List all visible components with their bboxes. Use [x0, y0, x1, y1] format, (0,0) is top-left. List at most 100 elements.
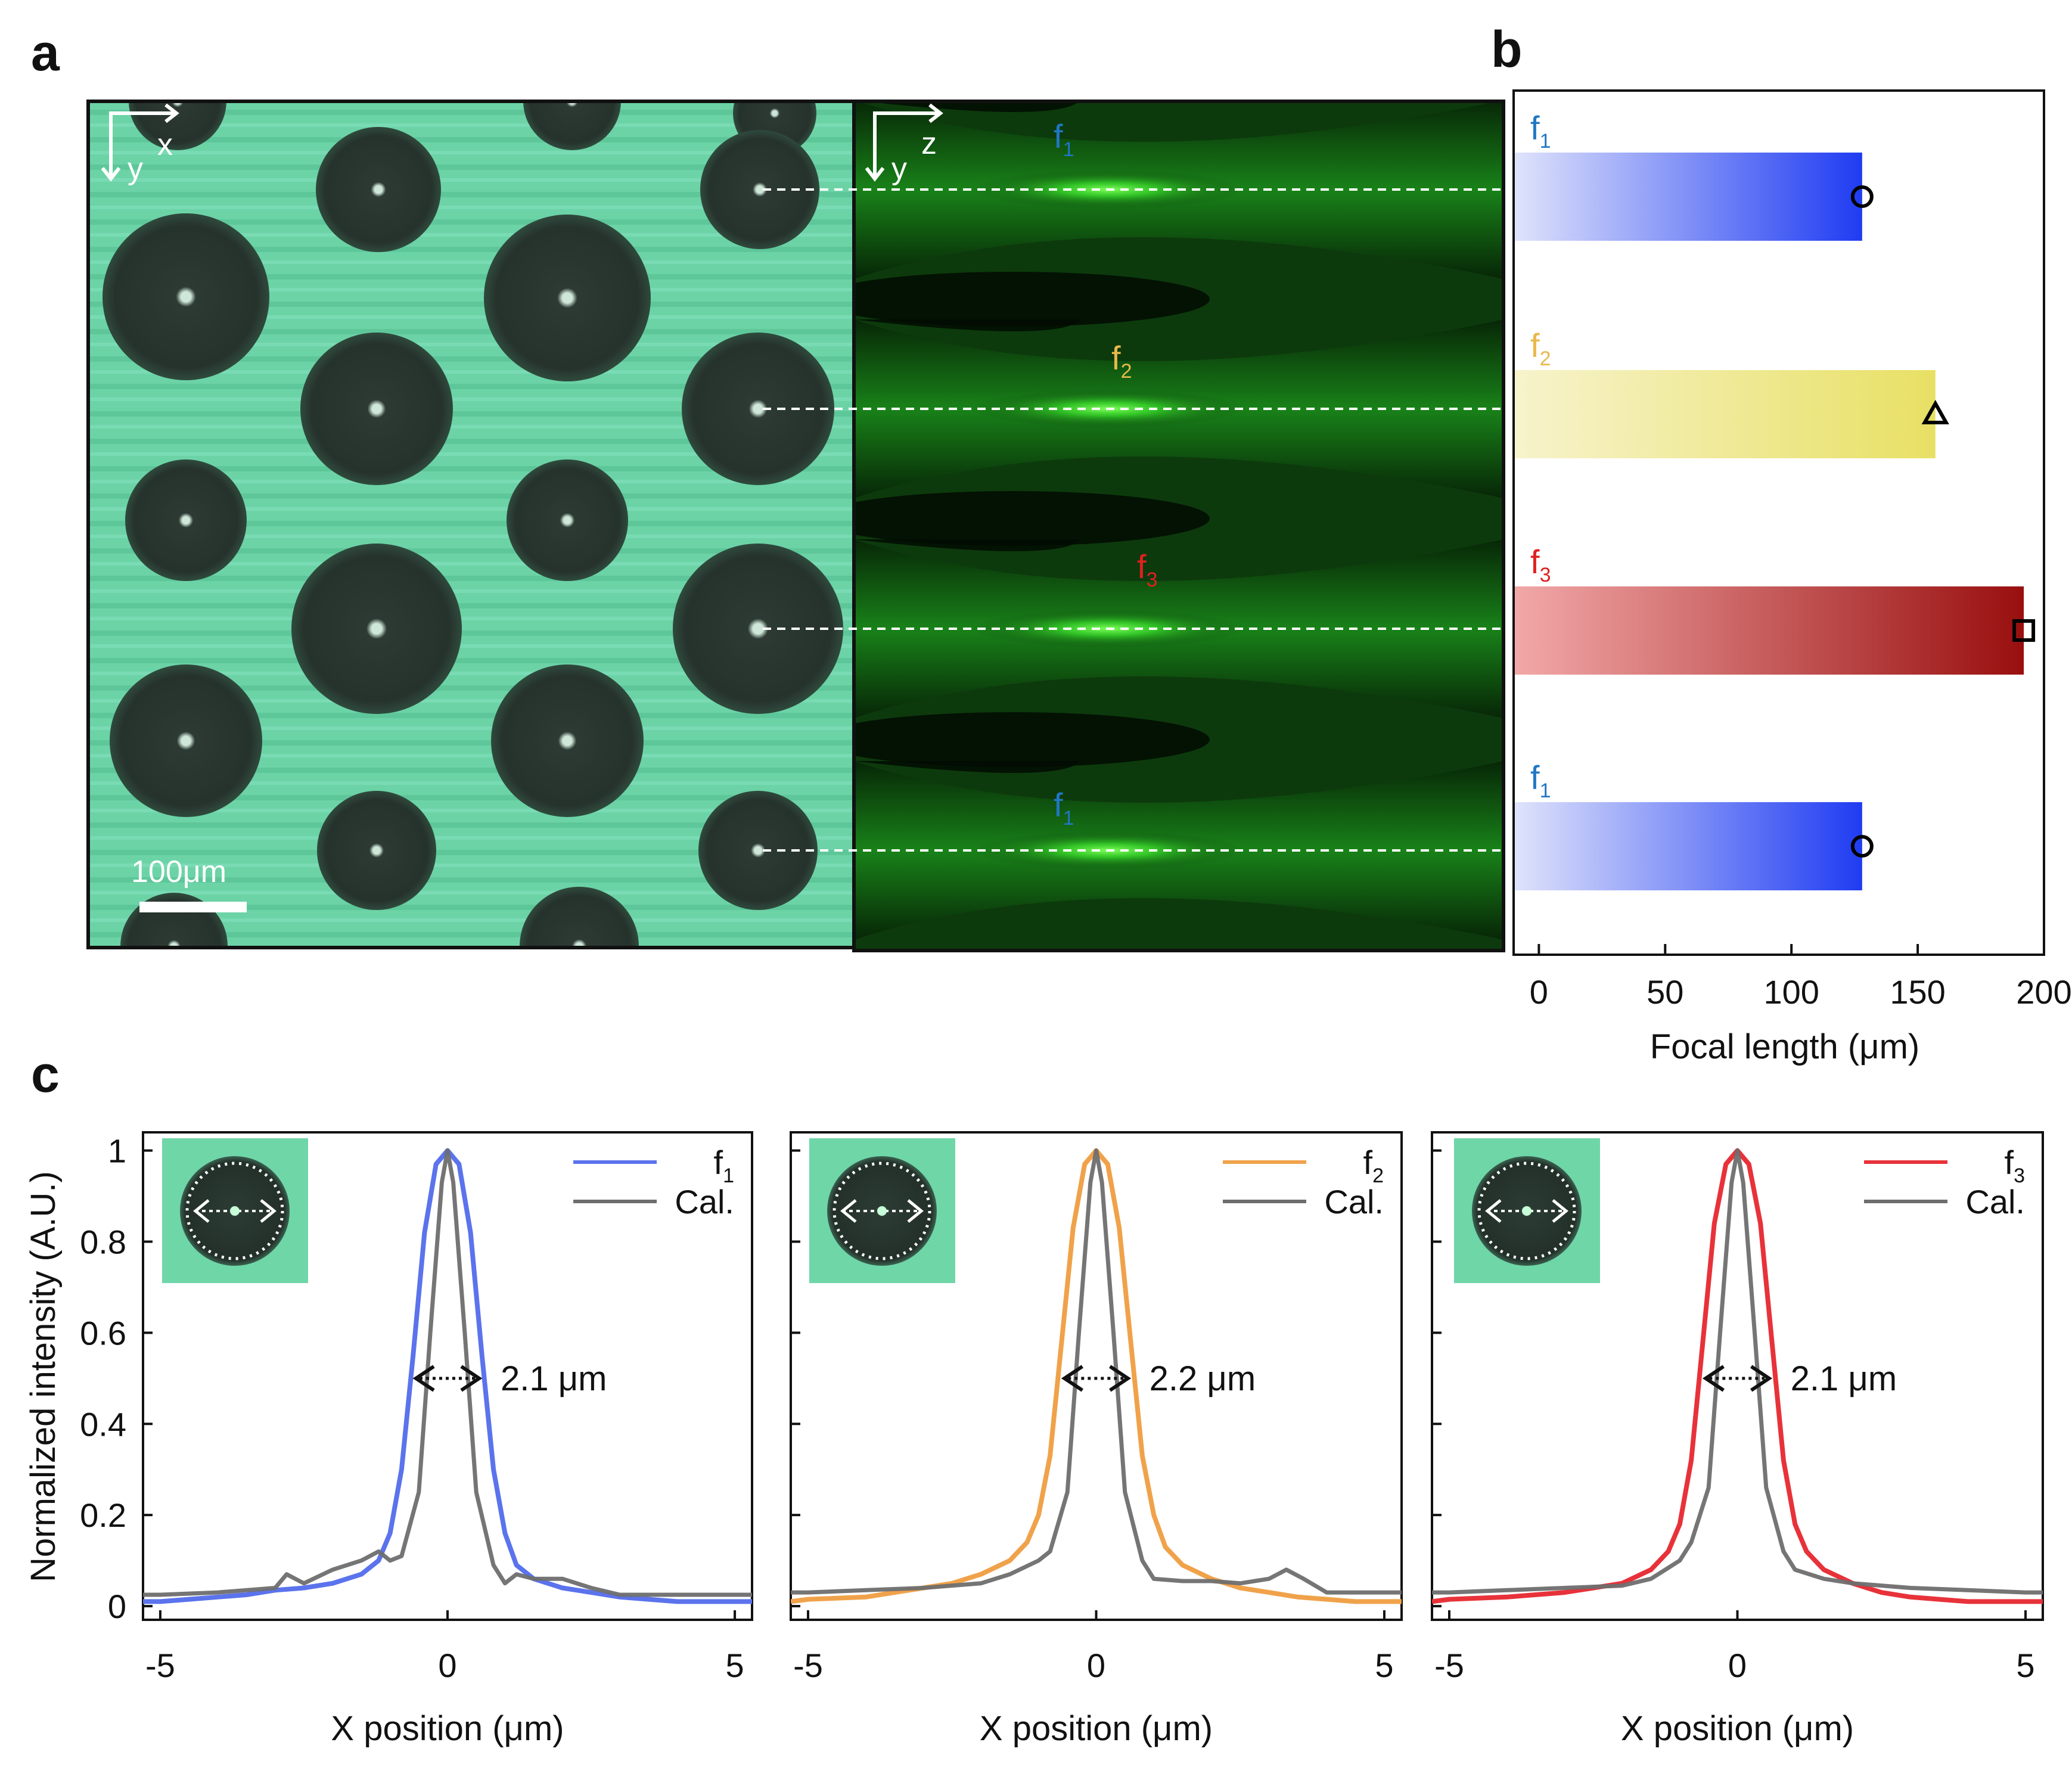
focus-label: f1 — [1054, 786, 1074, 830]
plot-lines — [1432, 1148, 2043, 1604]
x-tick-label: 200 — [2016, 973, 2071, 1011]
inset-arrow-right-icon — [907, 1199, 924, 1223]
legend-label: f3 — [2005, 1144, 2025, 1187]
focal-length-bar — [1515, 802, 1862, 890]
focus-label: f1 — [1054, 117, 1074, 161]
microlens-spot — [102, 213, 269, 380]
y-tick-label: 0.8 — [80, 1223, 126, 1260]
microlens-spot — [698, 791, 818, 910]
fwhm-arrow-left-icon — [1702, 1365, 1725, 1392]
focus-label: f3 — [1137, 548, 1157, 591]
inset-arrow-right-icon — [260, 1199, 277, 1223]
light-field-axes-icon — [865, 103, 943, 182]
beam-gap — [854, 712, 1210, 767]
microlens-spot — [110, 664, 262, 817]
x-tick-label: 0 — [438, 1647, 456, 1684]
micrograph-x-axis-label: x — [157, 128, 173, 162]
fwhm-arrow-right-icon — [1750, 1365, 1773, 1392]
intensity-axis-title: Normalized intensity (A.U.) — [24, 1171, 63, 1582]
y-tick-label: 1 — [108, 1132, 126, 1170]
scale-bar — [139, 902, 247, 912]
circle-marker — [1850, 835, 1874, 858]
x-tick-label: -5 — [1434, 1647, 1464, 1684]
x-axis-title: X position (μm) — [980, 1709, 1213, 1748]
legend-label: Cal. — [675, 1183, 734, 1221]
bar-category-label: f3 — [1530, 543, 1551, 586]
legend-label: Cal. — [1324, 1183, 1384, 1221]
microlens-spot — [125, 459, 247, 581]
x-tick-label: 0 — [1728, 1647, 1747, 1684]
microlens-spot — [491, 664, 644, 817]
square-marker — [2012, 619, 2036, 642]
fwhm-arrow-right-icon — [460, 1365, 483, 1392]
x-tick-label: -5 — [793, 1647, 823, 1684]
fwhm-arrow-left-icon — [1061, 1365, 1083, 1392]
focus-guide-lines — [763, 188, 1511, 852]
legend-label: f2 — [1363, 1144, 1384, 1187]
micrograph-y-axis-label: y — [128, 151, 143, 186]
y-tick-label: 0.2 — [80, 1496, 126, 1534]
x-tick-label: 5 — [725, 1647, 744, 1684]
fwhm-arrow-right-icon — [1109, 1365, 1132, 1392]
fwhm-label: 2.1 μm — [1791, 1359, 1897, 1398]
light-field-z-axis-label: z — [921, 126, 937, 161]
microlens-spot — [700, 130, 819, 249]
microlens-spot — [507, 459, 628, 581]
x-tick-label: 100 — [1763, 973, 1819, 1011]
x-tick-label: 0 — [1087, 1647, 1105, 1684]
focal-length-bar — [1515, 586, 2024, 675]
measured-intensity-line — [791, 1148, 1402, 1604]
inset-lens-outline — [832, 1162, 931, 1260]
panel-letter-b: b — [1491, 21, 1523, 78]
microlens-spot — [291, 544, 462, 714]
x-tick-label: -5 — [145, 1647, 175, 1684]
focal-length-bar — [1515, 370, 1936, 458]
y-tick-label: 0.6 — [80, 1314, 126, 1352]
microlens-array-micrograph — [88, 101, 854, 948]
fwhm-label: 2.1 μm — [501, 1359, 607, 1398]
inset-lens-outline — [185, 1162, 284, 1260]
inset-focal-spot — [230, 1206, 240, 1216]
inset-arrow-left-icon — [840, 1199, 857, 1223]
light-field-y-axis-label: y — [891, 151, 907, 186]
inset-arrow-left-icon — [1485, 1199, 1502, 1223]
calculated-intensity-line — [143, 1148, 752, 1597]
plot-lines — [791, 1148, 1402, 1604]
microlens-spots — [102, 101, 843, 948]
x-axis-title: X position (μm) — [1621, 1709, 1854, 1748]
light-field-propagation-image — [854, 101, 1503, 951]
microlens-spot — [317, 791, 436, 910]
scale-bar-label: 100μm — [131, 855, 226, 889]
focal-length-bar — [1515, 153, 1862, 241]
x-tick-label: 5 — [1375, 1647, 1393, 1684]
x-tick-label: 0 — [1530, 973, 1548, 1011]
circle-marker — [1850, 185, 1874, 208]
inset-focal-spot — [877, 1206, 887, 1216]
microlens-spot — [520, 887, 639, 948]
inset-arrow-right-icon — [1552, 1199, 1568, 1223]
microlens-spot — [316, 127, 441, 252]
inset-focal-spot — [1522, 1206, 1532, 1216]
legend-label: Cal. — [1965, 1183, 2025, 1221]
legend-label: f1 — [714, 1144, 734, 1187]
microlens-spot — [682, 333, 834, 485]
triangle-marker — [1921, 399, 1949, 424]
x-tick-label: 50 — [1647, 973, 1683, 1011]
fwhm-label: 2.2 μm — [1150, 1359, 1256, 1398]
inset-lens-outline — [1477, 1162, 1576, 1260]
microlens-spot — [300, 333, 453, 485]
x-axis-title: X position (μm) — [331, 1709, 564, 1748]
microlens-spot — [484, 215, 651, 381]
micrograph-axes-icon — [101, 103, 179, 182]
x-tick-label: 150 — [1890, 973, 1945, 1011]
bar-category-label: f1 — [1530, 109, 1551, 153]
microlens-spot — [523, 101, 621, 150]
focal-length-axis-title: Focal length (μm) — [1650, 1027, 1919, 1066]
bar-category-label: f1 — [1530, 759, 1551, 802]
panel-letter-a: a — [31, 24, 60, 82]
light-field-frame — [852, 100, 1505, 952]
beam-gap — [854, 491, 1210, 546]
